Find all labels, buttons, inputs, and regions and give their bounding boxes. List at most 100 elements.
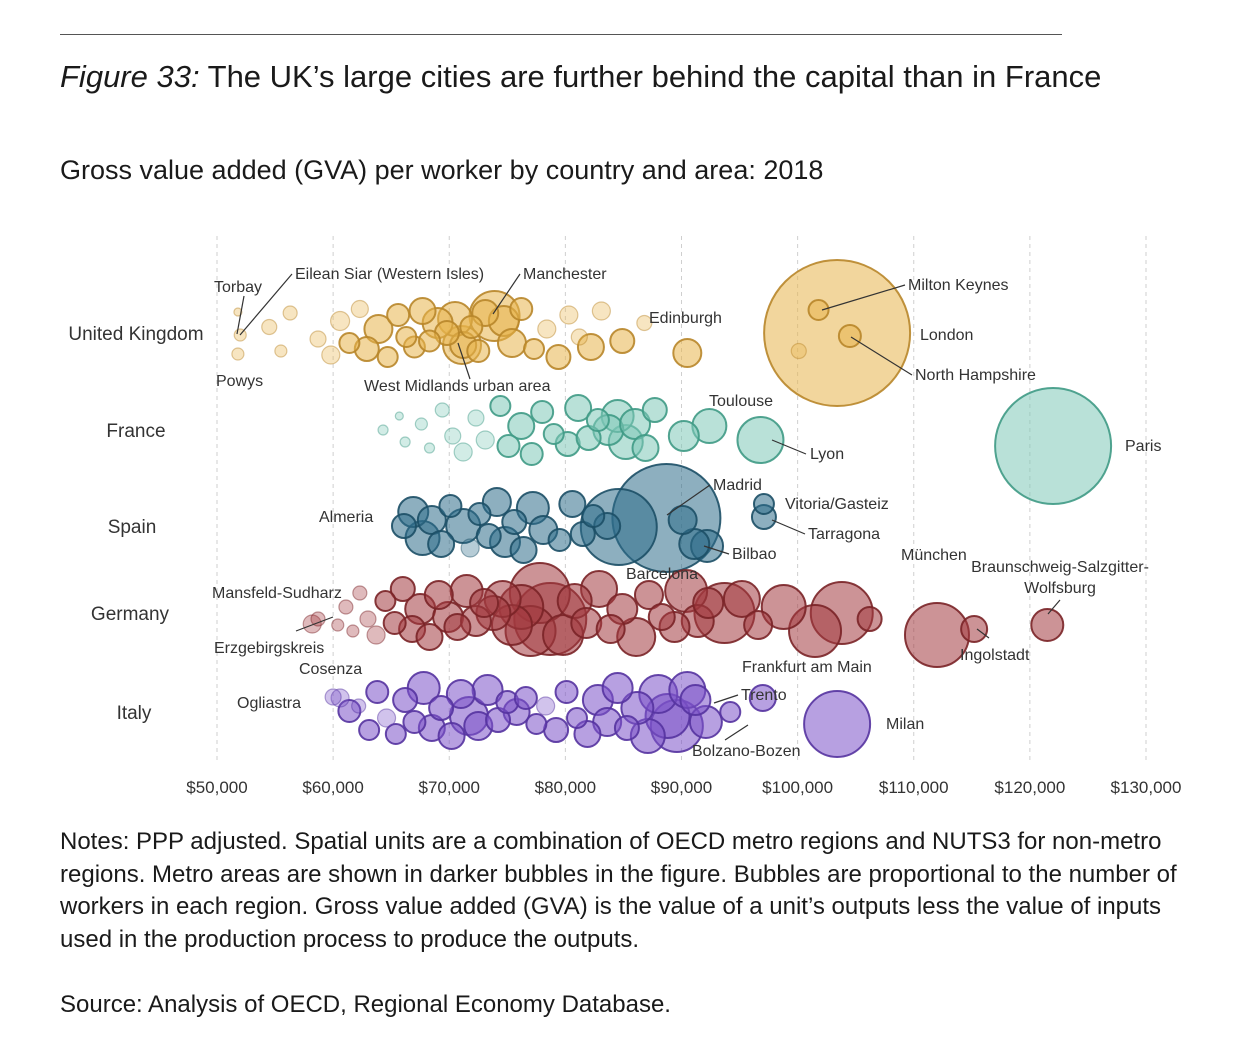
bubble	[641, 397, 668, 423]
figure-title: Figure 33: The UK’s large cities are fur…	[60, 56, 1120, 97]
bubble	[613, 715, 640, 741]
bubble	[467, 409, 485, 427]
bubble	[376, 708, 397, 728]
bubble-lyon	[736, 416, 785, 464]
bubble	[384, 723, 407, 745]
label-almeria: Almeria	[319, 509, 373, 526]
bubble	[489, 395, 512, 417]
label-eilean-siar-western-isles: Eilean Siar (Western Isles)	[295, 266, 484, 283]
label-erzgebirgskreis: Erzgebirgskreis	[214, 640, 324, 657]
label-m-nchen: München	[901, 547, 967, 564]
bubble	[445, 679, 476, 709]
bubble-edinburgh	[672, 338, 703, 368]
label-frankfurt-am-main: Frankfurt am Main	[742, 659, 872, 676]
x-tick-label: $50,000	[186, 778, 247, 797]
bubble	[460, 538, 480, 558]
figure-notes: Notes: PPP adjusted. Spatial units are a…	[60, 828, 1177, 953]
figure-subtitle: Gross value added (GVA) per worker by co…	[60, 155, 824, 185]
leader-tarragona	[771, 519, 806, 535]
category-labels: United Kingdom France Spain Germany Italy	[68, 324, 203, 724]
bubble	[363, 314, 394, 344]
label-london: London	[920, 327, 973, 344]
category-label-germany: Germany	[91, 604, 170, 625]
bubble	[475, 523, 502, 549]
bubble	[386, 303, 411, 327]
label-manchester: Manchester	[523, 266, 607, 283]
bubble	[366, 625, 386, 645]
bubble	[395, 326, 418, 348]
label-tarragona: Tarragona	[808, 526, 880, 543]
category-label-spain: Spain	[108, 517, 157, 538]
leader-north-hampshire	[850, 336, 913, 376]
bubble	[609, 328, 636, 354]
bubble	[444, 427, 462, 445]
x-tick-label: $130,000	[1111, 778, 1182, 797]
label-bilbao: Bilbao	[732, 546, 777, 563]
x-axis-ticks: $50,000 $60,000 $70,000 $80,000 $90,000 $100,…	[186, 778, 1181, 797]
bubble	[636, 314, 653, 332]
bubble	[382, 611, 407, 635]
bubble	[377, 424, 389, 436]
bubble	[722, 580, 761, 618]
label-powys: Powys	[216, 373, 263, 390]
bubble-milan	[803, 690, 872, 758]
bubble	[359, 610, 377, 628]
bubble	[423, 442, 436, 454]
category-label-italy: Italy	[117, 703, 152, 724]
bubble-trento	[679, 684, 712, 716]
bubble	[376, 346, 399, 368]
bubble	[509, 536, 538, 564]
label-west-midlands-urban-area: West Midlands urban area	[364, 378, 551, 395]
leader-braunschweig-salzgitter-wolfsburg	[1047, 599, 1061, 615]
bubble	[392, 687, 419, 713]
bubble	[338, 599, 354, 615]
label-ogliastra: Ogliastra	[237, 695, 301, 712]
leader-bolzano-bozen	[724, 724, 749, 741]
category-label-united-kingdom: United Kingdom	[68, 324, 203, 345]
bubble	[595, 614, 626, 644]
leader-lines	[236, 273, 1061, 741]
label-ingolstadt: Ingolstadt	[960, 647, 1030, 664]
bubble	[633, 580, 664, 610]
bubble	[399, 436, 411, 448]
bubble	[536, 696, 556, 716]
figure-title-text: The UK’s large cities are further behind…	[199, 59, 1102, 94]
bubble-paris	[994, 387, 1113, 505]
bubble	[434, 402, 450, 418]
bubble	[667, 420, 700, 452]
leader-manchester	[492, 273, 521, 315]
bubble	[365, 680, 390, 704]
bubble	[389, 576, 416, 602]
bubble	[475, 430, 495, 450]
bubble	[351, 698, 367, 714]
label-trento: Trento	[741, 687, 787, 704]
label-milton-keynes: Milton Keynes	[908, 277, 1009, 294]
bubble	[585, 408, 610, 432]
label-north-hampshire: North Hampshire	[915, 367, 1036, 384]
bubble	[576, 333, 605, 361]
bubble-ogliastra	[324, 688, 342, 706]
bubble	[509, 297, 534, 321]
bubble	[647, 603, 676, 631]
bubble	[428, 695, 455, 721]
bubble	[427, 530, 456, 558]
bubble	[537, 319, 557, 339]
bubble	[525, 713, 548, 735]
leader-bilbao	[703, 545, 730, 555]
bubble	[274, 344, 288, 358]
bubble-cosenza	[337, 699, 362, 723]
bubble	[358, 719, 381, 741]
bubble	[330, 688, 350, 708]
bubble	[542, 423, 565, 445]
label-edinburgh: Edinburgh	[649, 310, 722, 327]
bubble	[437, 722, 466, 750]
bubble-london	[763, 259, 912, 407]
bubble	[558, 490, 587, 518]
bubble	[743, 610, 774, 640]
x-tick-label: $80,000	[535, 778, 596, 797]
bubble	[443, 613, 472, 641]
bubble	[856, 606, 883, 632]
bubble	[545, 344, 572, 370]
bubble	[554, 680, 579, 704]
bubble	[507, 412, 536, 440]
